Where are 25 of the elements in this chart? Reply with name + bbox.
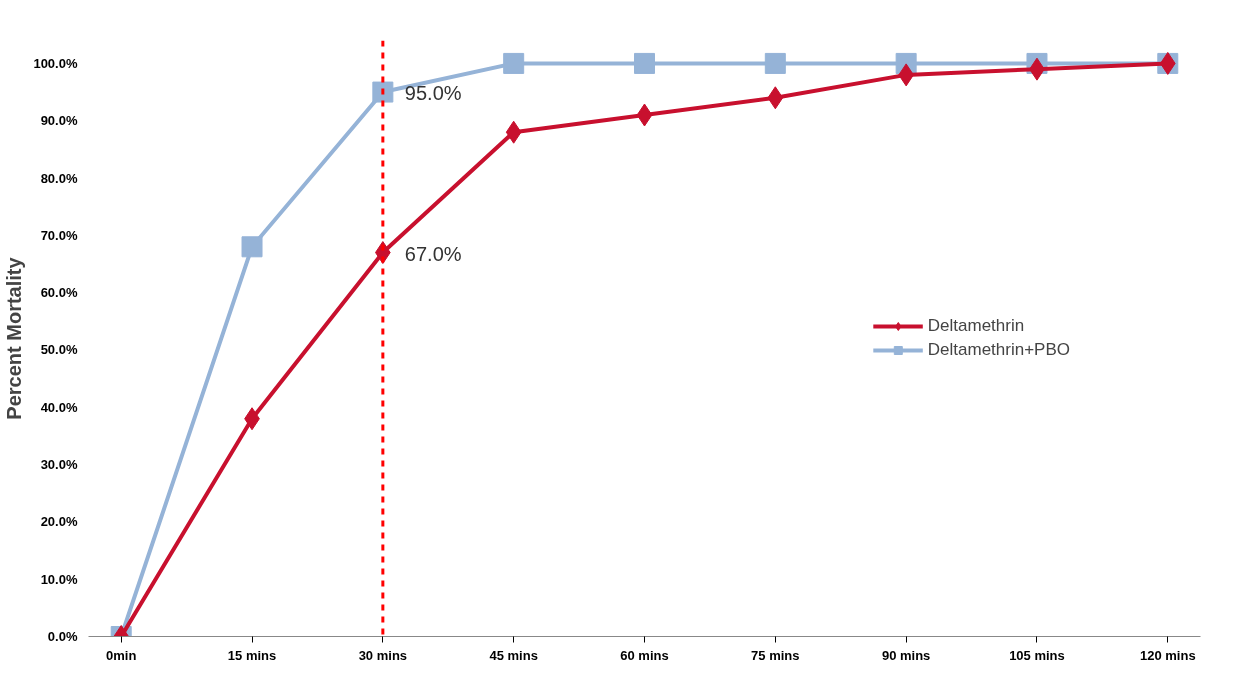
y-axis-title: Percent Mortality bbox=[3, 256, 26, 420]
x-tick-label: 45 mins bbox=[489, 647, 538, 663]
y-tick-label: 50.0% bbox=[40, 342, 78, 358]
y-tick-label: 90.0% bbox=[40, 113, 78, 129]
y-tick-label: 60.0% bbox=[40, 285, 78, 301]
y-tick-label: 30.0% bbox=[40, 457, 78, 473]
y-tick-label: 70.0% bbox=[40, 227, 78, 243]
x-tick-label: 90 mins bbox=[881, 647, 931, 663]
y-tick-label: 100.0% bbox=[33, 55, 78, 71]
annotation: 67.0% bbox=[404, 242, 462, 265]
x-tick-label: 105 mins bbox=[1009, 647, 1065, 663]
x-tick-label: 15 mins bbox=[227, 647, 277, 663]
legend-label: Deltamethrin bbox=[927, 316, 1025, 336]
x-tick-label: 60 mins bbox=[620, 647, 669, 663]
annotation: 95.0% bbox=[404, 82, 462, 105]
x-tick-label: 75 mins bbox=[751, 647, 800, 663]
legend-label: Deltamethrin+PBO bbox=[927, 340, 1070, 360]
y-tick-label: 80.0% bbox=[40, 170, 78, 186]
x-tick-label: 120 mins bbox=[1139, 647, 1196, 663]
y-tick-label: 0.0% bbox=[47, 629, 78, 644]
x-tick-label: 0min bbox=[106, 647, 137, 663]
y-tick-label: 10.0% bbox=[40, 571, 78, 587]
y-tick-label: 40.0% bbox=[40, 399, 78, 415]
y-tick-label: 20.0% bbox=[40, 514, 78, 530]
x-tick-label: 30 mins bbox=[358, 647, 408, 663]
